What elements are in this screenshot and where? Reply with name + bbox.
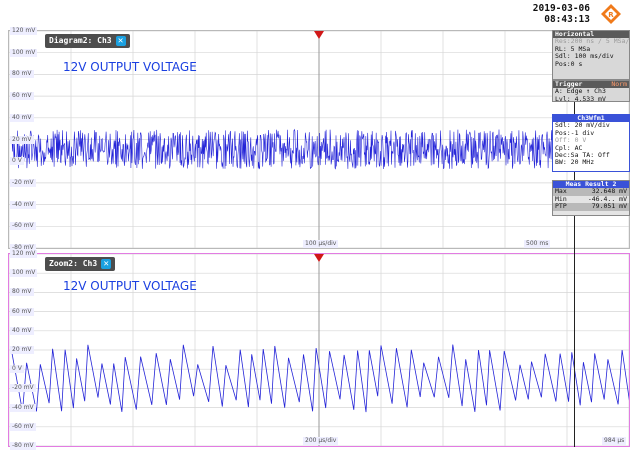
ch3-bandwidth: BW: 20 MHz <box>555 158 595 167</box>
date-text: 2019-03-06 <box>532 3 590 14</box>
diagram2-tab-label: Diagram2: Ch3 <box>49 36 112 45</box>
trigger-header: Trigger <box>555 80 583 88</box>
zoom2-y-tick-label: -60 mV <box>10 422 36 431</box>
measurement-result-box[interactable]: Meas Result 2 Max 32.648 mV Min -46.4.. mV… <box>552 180 630 216</box>
zoom2-y-tick-label: -80 mV <box>10 442 36 450</box>
meas-name: PTP <box>553 202 574 211</box>
diagram2-tab[interactable]: Diagram2: Ch3 ✕ <box>45 34 130 48</box>
close-icon[interactable]: ✕ <box>115 36 126 46</box>
diagram2-y-tick-label: 40 mV <box>10 113 34 122</box>
meas-name: Max <box>553 187 574 196</box>
zoom2-y-tick-label: 40 mV <box>10 326 34 335</box>
zoom2-y-tick-label: 20 mV <box>10 346 34 354</box>
trigger-source: A: Edge ↑ Ch3 <box>555 87 606 96</box>
trigger-info-box[interactable]: Trigger Norm A: Edge ↑ Ch3 Lvl: 4.533 mV <box>552 80 630 103</box>
diagram2-y-tick-label: -40 mV <box>10 200 36 209</box>
ch3-position: Pos:-1 div <box>555 128 595 137</box>
zoom2-y-tick-label: 100 mV <box>10 269 38 278</box>
diagram2-y-tick-label: 0 V <box>10 157 24 166</box>
zoom2-y-tick-label: -20 mV <box>10 384 36 393</box>
meas-row-min[interactable]: Min -46.4.. mV <box>553 194 629 203</box>
zoom2-panel[interactable]: Zoom2: Ch3 ✕ 12V OUTPUT VOLTAGE 120 mV 10… <box>8 250 630 450</box>
zoom2-y-tick-label: 120 mV <box>10 250 38 258</box>
ch3-offset: Off: 0 V <box>555 136 587 145</box>
meas-row-ptp[interactable]: PTP 79.051 mV <box>553 202 629 211</box>
horizontal-info-box[interactable]: Horizontal Res:200 ns / 5 MSa/s RL: 5 MS… <box>552 30 630 80</box>
trigger-position-marker[interactable] <box>314 31 324 39</box>
diagram2-trace <box>11 128 557 170</box>
trigger-position-marker[interactable] <box>314 254 324 262</box>
zoom2-y-tick-label: 80 mV <box>10 288 34 297</box>
zoom2-plot[interactable] <box>9 254 629 446</box>
ch3-scale: Sdl: 20 mV/div <box>555 121 610 130</box>
meas-name: Min <box>555 194 567 203</box>
horizontal-header: Horizontal <box>553 30 629 39</box>
diagram2-y-tick-label: 20 mV <box>10 135 34 144</box>
zoom2-trace <box>11 344 629 413</box>
diagram2-y-tick-label: -60 mV <box>10 222 36 231</box>
diagram2-y-tick-label: -80 mV <box>10 244 36 252</box>
meas-value: 32.648 mV <box>573 187 629 196</box>
zoom2-tab[interactable]: Zoom2: Ch3 ✕ <box>45 257 116 271</box>
diagram2-x-right-label: 500 ms <box>524 240 551 248</box>
trigger-level: Lvl: 4.533 mV <box>555 94 606 103</box>
diagram2-y-tick-label: 120 mV <box>10 27 38 35</box>
diagram2-panel[interactable]: Diagram2: Ch3 ✕ 12V OUTPUT VOLTAGE 120 m… <box>8 27 630 252</box>
diagram2-x-scale-label: 100 µs/div <box>303 240 339 248</box>
diagram2-y-tick-label: 100 mV <box>10 48 38 57</box>
ch3-header: Ch3Wfm1 <box>553 114 629 123</box>
horizontal-scale: Sdl: 100 ms/div <box>555 52 614 61</box>
svg-text:R: R <box>608 11 614 19</box>
meas-row-max[interactable]: Max 32.648 mV <box>553 187 629 196</box>
cursor-line[interactable] <box>574 30 575 447</box>
diagram2-plot[interactable] <box>9 31 629 248</box>
diagram2-y-tick-label: 60 mV <box>10 92 34 101</box>
zoom2-title: 12V OUTPUT VOLTAGE <box>63 279 197 293</box>
horizontal-resolution: Res:200 ns / 5 MSa/s <box>555 37 630 46</box>
zoom2-tab-label: Zoom2: Ch3 <box>49 259 98 268</box>
zoom2-y-tick-label: 60 mV <box>10 307 34 316</box>
top-bar: 2019-03-06 08:43:13 R <box>0 0 630 30</box>
meas-value: -46.4.. mV <box>587 194 627 203</box>
trigger-mode: Norm <box>611 80 627 88</box>
horizontal-record-length: RL: 5 MSa <box>555 44 591 53</box>
zoom2-y-tick-label: -40 mV <box>10 403 36 412</box>
zoom2-x-right-label: 984 µs <box>602 437 627 445</box>
horizontal-position: Pos:0 s <box>555 59 583 68</box>
ch3-waveform-box[interactable]: Ch3Wfm1 Sdl: 20 mV/div Pos:-1 div Off: 0… <box>552 114 630 172</box>
datetime-display: 2019-03-06 08:43:13 <box>533 3 590 25</box>
diagram2-y-tick-label: -20 mV <box>10 178 36 187</box>
rohde-schwarz-logo: R <box>601 4 621 24</box>
close-icon[interactable]: ✕ <box>101 259 112 269</box>
time-text: 08:43:13 <box>544 14 590 25</box>
ch3-coupling: Cpl: AC <box>555 143 583 152</box>
diagram2-y-tick-label: 80 mV <box>10 70 34 79</box>
diagram2-title: 12V OUTPUT VOLTAGE <box>63 60 197 74</box>
zoom2-y-tick-label: 0 V <box>10 365 24 374</box>
meas-header: Meas Result 2 <box>553 180 629 189</box>
meas-table: Max 32.648 mV Min -46.4.. mV PTP 79.051 mV <box>553 187 629 211</box>
ch3-decimation: Dec:Sa TA: Off <box>555 151 610 160</box>
meas-value: 79.051 mV <box>573 202 629 211</box>
zoom2-x-scale-label: 200 µs/div <box>303 437 339 445</box>
